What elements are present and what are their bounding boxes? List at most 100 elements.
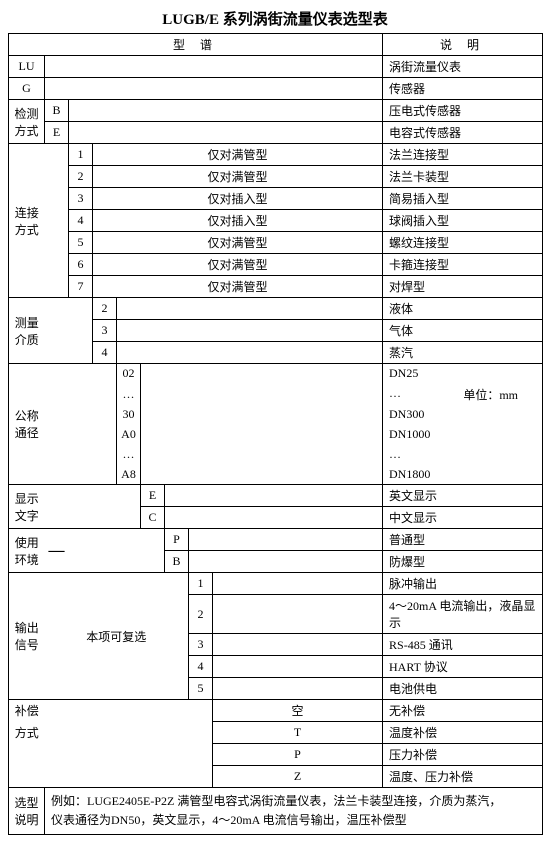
disp-c-code: C xyxy=(141,507,165,529)
conn-1-desc: 法兰连接型 xyxy=(383,144,543,166)
disp-e-code: E xyxy=(141,485,165,507)
disp-c-desc: 中文显示 xyxy=(383,507,543,529)
dn-a8-code: A8 xyxy=(117,465,141,485)
comp-t-desc: 温度补偿 xyxy=(383,722,543,744)
comp-t-code: T xyxy=(213,722,383,744)
detect-e-code: E xyxy=(45,122,69,144)
out-3-desc: RS-485 通讯 xyxy=(383,634,543,656)
g-code: G xyxy=(9,78,45,100)
row-env-p: 使用 环境 — P 普通型 xyxy=(9,529,543,551)
comp-label2: 方式 xyxy=(9,722,45,744)
disp-e-desc: 英文显示 xyxy=(383,485,543,507)
conn-5-code: 5 xyxy=(69,232,93,254)
display-label: 显示 文字 xyxy=(9,485,45,529)
dn-a0-code: A0 xyxy=(117,425,141,445)
conn-4-mid: 仅对插入型 xyxy=(93,210,383,232)
comp-k-desc: 无补偿 xyxy=(383,700,543,722)
detect-b-code: B xyxy=(45,100,69,122)
out-4-code: 4 xyxy=(189,656,213,678)
env-dash: — xyxy=(45,529,69,573)
conn-3-mid: 仅对插入型 xyxy=(93,188,383,210)
header-spec: 型 谱 xyxy=(9,34,383,56)
env-b-desc: 防爆型 xyxy=(383,551,543,573)
row-comp-k: 补偿 空 无补偿 xyxy=(9,700,543,722)
conn-6-code: 6 xyxy=(69,254,93,276)
dn-25-desc: DN25 xyxy=(383,364,543,384)
out-multi: 本项可复选 xyxy=(45,573,189,700)
row-lu: LU 涡街流量仪表 xyxy=(9,56,543,78)
comp-k-code: 空 xyxy=(213,700,383,722)
env-p-desc: 普通型 xyxy=(383,529,543,551)
g-desc: 传感器 xyxy=(383,78,543,100)
dn-dots1: … xyxy=(117,384,141,405)
conn-4-code: 4 xyxy=(69,210,93,232)
conn-7-desc: 对焊型 xyxy=(383,276,543,298)
comp-p-code: P xyxy=(213,744,383,766)
conn-1-mid: 仅对满管型 xyxy=(93,144,383,166)
example-text: 例如：LUGE2405E-P2Z 满管型电容式涡街流量仪表，法兰卡装型连接，介质… xyxy=(45,788,543,835)
lu-code: LU xyxy=(9,56,45,78)
conn-2-mid: 仅对满管型 xyxy=(93,166,383,188)
conn-1-code: 1 xyxy=(69,144,93,166)
out-5-desc: 电池供电 xyxy=(383,678,543,700)
row-detect-b: 检测 方式 B 压电式传感器 xyxy=(9,100,543,122)
conn-3-desc: 简易插入型 xyxy=(383,188,543,210)
dn-dots1-desc: …单位：mm xyxy=(383,384,543,405)
conn-2-desc: 法兰卡装型 xyxy=(383,166,543,188)
conn-4-desc: 球阀插入型 xyxy=(383,210,543,232)
row-example: 选型 说明 例如：LUGE2405E-P2Z 满管型电容式涡街流量仪表，法兰卡装… xyxy=(9,788,543,835)
dn-dots2: … xyxy=(117,445,141,465)
out-1-desc: 脉冲输出 xyxy=(383,573,543,595)
conn-label: 连接 方式 xyxy=(9,144,45,298)
medium-4-code: 4 xyxy=(93,342,117,364)
dn-label: 公称 通径 xyxy=(9,364,45,485)
detect-b-desc: 压电式传感器 xyxy=(383,100,543,122)
medium-3-desc: 气体 xyxy=(383,320,543,342)
env-label: 使用 环境 xyxy=(9,529,45,573)
lu-desc: 涡街流量仪表 xyxy=(383,56,543,78)
medium-label: 测量 介质 xyxy=(9,298,45,364)
header-desc: 说 明 xyxy=(383,34,543,56)
out-label: 输出 信号 xyxy=(9,573,45,700)
conn-2-code: 2 xyxy=(69,166,93,188)
comp-z-code: Z xyxy=(213,766,383,788)
conn-5-desc: 螺纹连接型 xyxy=(383,232,543,254)
comp-z-desc: 温度、压力补偿 xyxy=(383,766,543,788)
dn-1000-desc: DN1000 xyxy=(383,425,543,445)
medium-3-code: 3 xyxy=(93,320,117,342)
detect-e-desc: 电容式传感器 xyxy=(383,122,543,144)
out-2-desc: 4～20mA 电流输出，液晶显示 xyxy=(383,595,543,634)
header-row: 型 谱 说 明 xyxy=(9,34,543,56)
row-detect-e: E 电容式传感器 xyxy=(9,122,543,144)
row-disp-e: 显示 文字 E 英文显示 xyxy=(9,485,543,507)
selection-table: 型 谱 说 明 LU 涡街流量仪表 G 传感器 检测 方式 B 压电式传感器 E… xyxy=(8,33,543,835)
medium-4-desc: 蒸汽 xyxy=(383,342,543,364)
example-label: 选型 说明 xyxy=(9,788,45,835)
dn-30-code: 30 xyxy=(117,405,141,425)
conn-5-mid: 仅对满管型 xyxy=(93,232,383,254)
out-4-desc: HART 协议 xyxy=(383,656,543,678)
env-p-code: P xyxy=(165,529,189,551)
medium-2-desc: 液体 xyxy=(383,298,543,320)
conn-7-mid: 仅对满管型 xyxy=(93,276,383,298)
dn-dots2-desc: … xyxy=(383,445,543,465)
dn-02-code: 02 xyxy=(117,364,141,384)
comp-p-desc: 压力补偿 xyxy=(383,744,543,766)
dn-1800-desc: DN1800 xyxy=(383,465,543,485)
row-conn-1: 连接 方式 1 仅对满管型 法兰连接型 xyxy=(9,144,543,166)
env-b-code: B xyxy=(165,551,189,573)
row-g: G 传感器 xyxy=(9,78,543,100)
conn-7-code: 7 xyxy=(69,276,93,298)
table-title: LUGB/E 系列涡街流量仪表选型表 xyxy=(8,8,542,29)
row-medium-1: 测量 介质 2 液体 xyxy=(9,298,543,320)
comp-label1: 补偿 xyxy=(9,700,45,722)
row-dn-1: 公称 通径 02 DN25 xyxy=(9,364,543,384)
conn-6-desc: 卡箍连接型 xyxy=(383,254,543,276)
out-1-code: 1 xyxy=(189,573,213,595)
out-3-code: 3 xyxy=(189,634,213,656)
out-5-code: 5 xyxy=(189,678,213,700)
out-2-code: 2 xyxy=(189,595,213,634)
conn-6-mid: 仅对满管型 xyxy=(93,254,383,276)
dn-300-desc: DN300 xyxy=(383,405,543,425)
conn-3-code: 3 xyxy=(69,188,93,210)
